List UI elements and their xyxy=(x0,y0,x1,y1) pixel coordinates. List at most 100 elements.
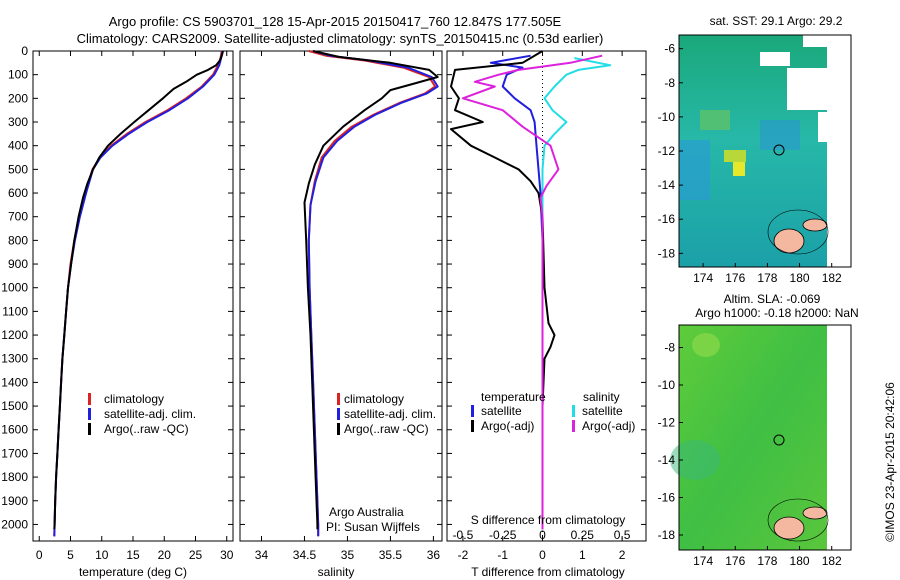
difference-plot-frame xyxy=(446,50,647,542)
y-tick-label: 500 xyxy=(8,162,28,176)
temperature-plot-frame xyxy=(32,50,234,542)
series-line-satellite-adj-clim xyxy=(53,50,224,537)
map-y-tick-label: -8 xyxy=(664,341,675,355)
y-tick-label: 1600 xyxy=(1,423,28,437)
map-y-tick-label: -6 xyxy=(664,42,675,56)
y-tick-label: 1100 xyxy=(2,304,28,318)
sla-low-patch xyxy=(670,440,720,480)
map-y-tick-label: -10 xyxy=(658,110,676,124)
reef-outline xyxy=(767,209,829,255)
temperature-legend: climatology satellite-adj. clim. Argo(..… xyxy=(88,392,196,436)
legend-label-t-satellite: satellite xyxy=(481,404,522,418)
y-tick-label: 800 xyxy=(8,233,28,247)
legend-swatch-t-argo xyxy=(471,420,474,432)
y-tick-label: 900 xyxy=(8,257,28,271)
series-line-argo-adj xyxy=(461,54,603,530)
legend-swatch-argo xyxy=(88,423,91,435)
legend-swatch-s-satellite xyxy=(572,405,575,417)
sst-warm-patch xyxy=(724,150,746,162)
x-tick-label: 5 xyxy=(67,548,74,562)
x-tick-label: 10 xyxy=(95,548,109,562)
sst-map-title: sat. SST: 29.1 Argo: 29.2 xyxy=(710,14,843,28)
x-tick-label: -1 xyxy=(497,548,508,562)
x-tick-label: 35 xyxy=(341,548,355,562)
x-tick-label: 36 xyxy=(427,548,441,562)
profile-series xyxy=(53,50,612,537)
map-y-tick-label: -16 xyxy=(658,491,676,505)
y-tick-label: 400 xyxy=(8,139,28,153)
series-line-climatology xyxy=(307,50,437,537)
legend-swatch-climatology xyxy=(88,393,91,405)
map-y-tick-label: -8 xyxy=(664,76,675,90)
figure-title-line-2: Climatology: CARS2009. Satellite-adjuste… xyxy=(77,31,604,46)
x-tick-label: 2 xyxy=(619,548,626,562)
salinity-plot-frame xyxy=(239,50,443,542)
x-tick-label: 0 xyxy=(539,548,546,562)
annotation-pi: PI: Susan Wijffels xyxy=(326,520,420,534)
legend-label-s-argo: Argo(-adj) xyxy=(582,419,635,433)
map-x-tick-label: 176 xyxy=(725,271,745,285)
float-position-marker xyxy=(773,144,785,156)
s-tick-label: -0.25 xyxy=(489,528,517,542)
series-line-argo-adj xyxy=(450,50,556,530)
sst-blue-patch xyxy=(680,140,710,200)
x-tick-label: 20 xyxy=(158,548,172,562)
float-position-marker xyxy=(773,434,785,446)
sla-map xyxy=(670,324,852,551)
annotation-argo-australia: Argo Australia xyxy=(329,505,404,519)
fiji-island-outline xyxy=(802,218,828,232)
x-tick-label: 1 xyxy=(579,548,586,562)
map-y-tick-label: -10 xyxy=(658,378,676,392)
y-tick-label: 700 xyxy=(8,210,28,224)
y-tick-label: 1900 xyxy=(1,494,28,508)
sst-no-data-area xyxy=(827,35,851,267)
legend-swatch-s-argo xyxy=(572,420,575,432)
map-y-tick-label: -14 xyxy=(658,178,676,192)
legend-label-t-argo: Argo(-adj) xyxy=(481,419,534,433)
legend-label-argo: Argo(..raw -QC) xyxy=(344,422,429,436)
map-x-tick-label: 180 xyxy=(790,554,810,568)
sst-map xyxy=(678,34,852,268)
legend-label-climatology: climatology xyxy=(344,392,404,406)
sst-map-ticks: 174 176 178 180 182 -6 -8 -10 -12 -14 -16 -18 xyxy=(658,42,842,285)
sla-map-ticks: 174 176 178 180 182 -8 -10 -12 -14 -16 -18 xyxy=(658,341,842,569)
map-x-tick-label: 182 xyxy=(822,554,842,568)
y-tick-label: 200 xyxy=(8,91,28,105)
legend-label-satellite: satellite-adj. clim. xyxy=(344,407,436,421)
y-tick-label: 300 xyxy=(8,115,28,129)
t-difference-axis-label: T difference from climatology xyxy=(471,565,625,579)
map-x-tick-label: 180 xyxy=(790,271,810,285)
temperature-axis-label: temperature (deg C) xyxy=(79,565,187,579)
s-tick-label: 0.5 xyxy=(614,528,631,542)
y-tick-label: 0 xyxy=(21,44,28,58)
x-tick-label: -2 xyxy=(458,548,469,562)
y-tick-label: 1300 xyxy=(1,352,28,366)
fiji-island-outline xyxy=(773,228,805,254)
land-mask xyxy=(787,68,827,110)
y-tick-label: 1700 xyxy=(1,446,28,460)
map-x-tick-label: 174 xyxy=(693,271,713,285)
legend-header-temperature: temperature xyxy=(481,390,546,404)
legend-swatch-climatology xyxy=(337,393,340,405)
sst-green-patch xyxy=(700,110,730,130)
y-tick-label: 1400 xyxy=(1,375,28,389)
figure-title-line-1: Argo profile: CS 5903701_128 15-Apr-2015… xyxy=(109,14,562,29)
map-x-tick-label: 176 xyxy=(725,554,745,568)
sla-map-title-1: Altim. SLA: -0.069 xyxy=(724,292,821,306)
x-tick-label: 34.5 xyxy=(293,548,317,562)
map-y-tick-label: -16 xyxy=(658,212,676,226)
x-tick-label: 15 xyxy=(126,548,140,562)
y-tick-label: 1200 xyxy=(1,328,28,342)
x-tick-label: 30 xyxy=(220,548,234,562)
s-tick-label: 0.25 xyxy=(571,528,595,542)
legend-label-argo: Argo(..raw -QC) xyxy=(104,422,189,436)
x-tick-label: 0 xyxy=(36,548,43,562)
salinity-legend: climatology satellite-adj. clim. Argo(..… xyxy=(337,392,436,436)
sla-high-patch xyxy=(692,333,720,357)
y-tick-label: 1800 xyxy=(1,470,28,484)
legend-swatch-argo xyxy=(337,423,340,435)
map-y-tick-label: -14 xyxy=(658,453,676,467)
map-y-tick-label: -12 xyxy=(658,416,676,430)
legend-swatch-t-satellite xyxy=(471,405,474,417)
